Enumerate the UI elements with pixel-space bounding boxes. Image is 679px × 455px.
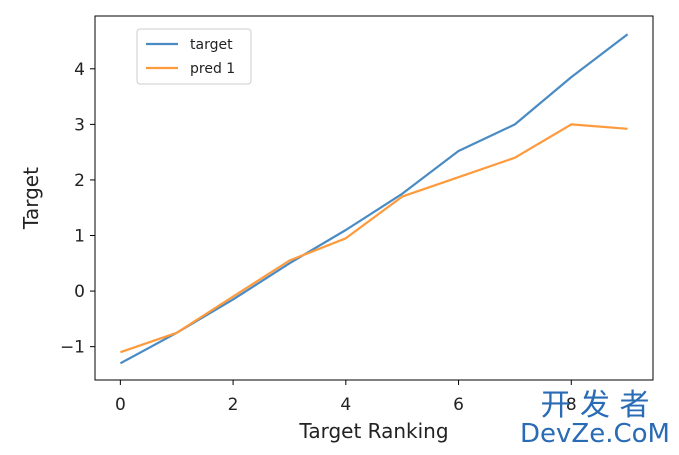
legend-label-1: pred 1 [190, 61, 235, 77]
watermark-chinese: 开 发 者 [540, 388, 649, 423]
y-tick-label: 4 [74, 60, 85, 80]
y-tick-label: −1 [60, 338, 85, 358]
x-axis-ticks: 0 2 4 6 8 [115, 380, 577, 415]
x-tick-label: 2 [228, 395, 239, 415]
legend: target pred 1 [136, 28, 252, 85]
y-tick-label: 1 [74, 227, 85, 247]
x-tick-label: 6 [453, 395, 464, 415]
x-axis-label: Target Ranking [298, 419, 448, 443]
x-tick-label: 8 [566, 395, 577, 415]
legend-label-0: target [190, 37, 233, 53]
series-layer [119, 33, 629, 365]
watermark-latin: DevZe.CoM [520, 419, 670, 449]
watermark: 开 发 者 DevZe.CoM [520, 388, 670, 449]
x-tick-label: 4 [340, 395, 351, 415]
x-tick-label: 0 [115, 395, 126, 415]
y-tick-label: 3 [74, 115, 85, 135]
y-tick-label: 0 [74, 282, 85, 302]
series-line-0 [119, 33, 629, 365]
series-line-1 [120, 123, 628, 354]
y-tick-label: 2 [74, 171, 85, 191]
y-axis-ticks: −1 0 1 2 3 4 [60, 60, 95, 358]
legend-box [136, 28, 252, 85]
plot-frame [94, 15, 654, 381]
y-axis-label: Target [19, 167, 43, 230]
